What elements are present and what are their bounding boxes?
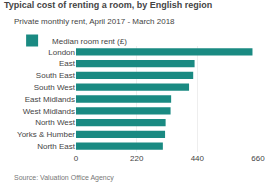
svg-text:Source: Valuation Office Agenc: Source: Valuation Office Agency <box>14 174 114 182</box>
svg-text:South East: South East <box>36 71 76 80</box>
svg-text:West Midlands: West Midlands <box>23 107 75 116</box>
svg-text:660: 660 <box>251 154 265 163</box>
svg-text:North East: North East <box>37 142 76 151</box>
svg-text:Median room rent (£): Median room rent (£) <box>52 37 127 46</box>
svg-text:0: 0 <box>74 154 79 163</box>
svg-text:440: 440 <box>191 154 205 163</box>
svg-text:North West: North West <box>35 118 76 127</box>
svg-text:East Midlands: East Midlands <box>25 95 75 104</box>
svg-text:Yorks & Humber: Yorks & Humber <box>17 130 75 139</box>
svg-text:South West: South West <box>34 83 76 92</box>
svg-text:220: 220 <box>130 154 144 163</box>
svg-text:London: London <box>48 48 75 57</box>
svg-text:East: East <box>59 59 76 68</box>
svg-text:Private monthly rent, April 20: Private monthly rent, April 2017 - March… <box>14 17 175 26</box>
svg-text:Typical cost of renting a room: Typical cost of renting a room, by Engli… <box>4 0 212 10</box>
